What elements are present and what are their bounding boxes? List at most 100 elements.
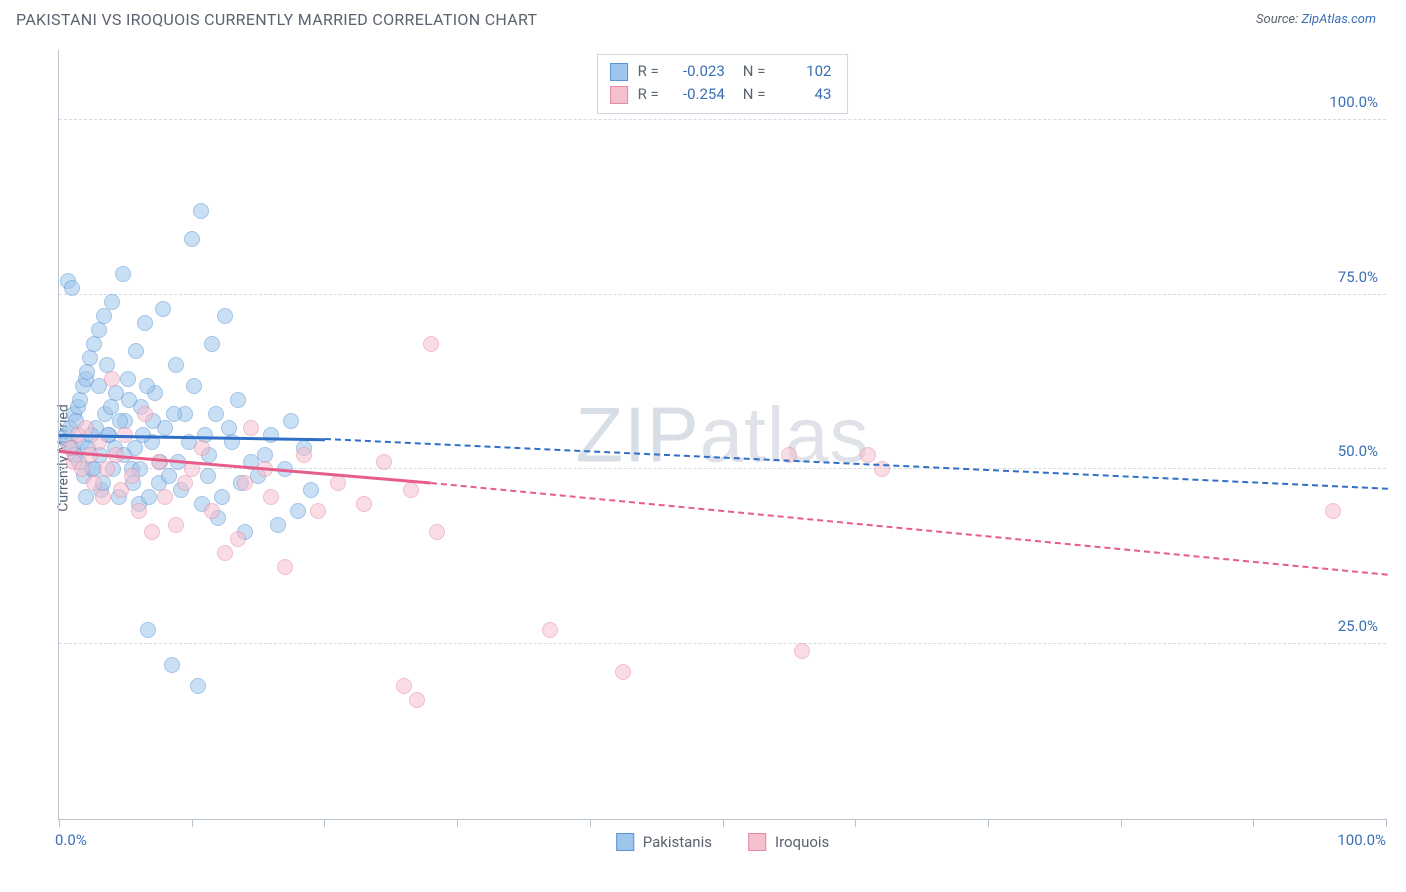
data-point xyxy=(157,489,173,505)
data-point xyxy=(237,475,253,491)
data-point xyxy=(230,531,246,547)
data-point xyxy=(72,392,88,408)
data-point xyxy=(96,308,112,324)
data-point xyxy=(200,468,216,484)
data-point xyxy=(78,420,94,436)
data-point xyxy=(103,399,119,415)
data-point xyxy=(303,482,319,498)
y-tick-label: 25.0% xyxy=(1338,617,1378,635)
data-point xyxy=(429,524,445,540)
data-point xyxy=(166,406,182,422)
data-point xyxy=(161,468,177,484)
x-tick xyxy=(855,819,856,827)
data-point xyxy=(139,378,155,394)
source-attribution: Source: ZipAtlas.com xyxy=(1256,12,1376,27)
data-point xyxy=(124,468,140,484)
data-point xyxy=(376,454,392,470)
data-point xyxy=(151,454,167,470)
data-point xyxy=(230,392,246,408)
data-point xyxy=(115,266,131,282)
data-point xyxy=(193,203,209,219)
data-point xyxy=(290,503,306,519)
watermark: ZIPatlas xyxy=(575,389,869,480)
y-tick-label: 100.0% xyxy=(1329,93,1378,111)
data-point xyxy=(64,280,80,296)
data-point xyxy=(79,364,95,380)
series-swatch xyxy=(610,63,628,81)
data-point xyxy=(120,371,136,387)
data-point xyxy=(204,336,220,352)
x-tick xyxy=(324,819,325,827)
data-point xyxy=(356,496,372,512)
x-tick xyxy=(988,819,989,827)
data-point xyxy=(128,343,144,359)
y-tick-label: 50.0% xyxy=(1338,442,1378,460)
data-point xyxy=(1325,503,1341,519)
data-point xyxy=(409,692,425,708)
data-point xyxy=(113,482,129,498)
series-swatch xyxy=(748,833,766,851)
data-point xyxy=(104,294,120,310)
data-point xyxy=(270,517,286,533)
data-point xyxy=(82,350,98,366)
data-point xyxy=(74,461,90,477)
data-point xyxy=(91,322,107,338)
data-point xyxy=(99,461,115,477)
data-point xyxy=(396,678,412,694)
plot-area: ZIPatlas R =-0.023N =102R =-0.254N =43 0… xyxy=(58,50,1386,820)
data-point xyxy=(794,643,810,659)
series-swatch xyxy=(616,833,634,851)
data-point xyxy=(214,489,230,505)
x-tick xyxy=(59,819,60,827)
trend-line-dashed xyxy=(431,482,1387,576)
data-point xyxy=(78,489,94,505)
y-tick-label: 75.0% xyxy=(1338,268,1378,286)
source-link[interactable]: ZipAtlas.com xyxy=(1301,12,1376,27)
data-point xyxy=(208,406,224,422)
data-point xyxy=(184,231,200,247)
data-point xyxy=(141,489,157,505)
correlation-stats-box: R =-0.023N =102R =-0.254N =43 xyxy=(597,54,849,114)
chart-container: Currently Married ZIPatlas R =-0.023N =1… xyxy=(16,40,1390,876)
x-tick xyxy=(457,819,458,827)
data-point xyxy=(221,420,237,436)
data-point xyxy=(144,524,160,540)
data-point xyxy=(140,622,156,638)
chart-title: PAKISTANI VS IROQUOIS CURRENTLY MARRIED … xyxy=(16,10,537,29)
x-tick xyxy=(1121,819,1122,827)
data-point xyxy=(283,413,299,429)
data-point xyxy=(194,440,210,456)
data-point xyxy=(615,664,631,680)
legend-item: Pakistanis xyxy=(616,833,712,851)
data-point xyxy=(190,678,206,694)
data-point xyxy=(204,503,220,519)
data-point xyxy=(86,336,102,352)
data-point xyxy=(186,378,202,394)
data-point xyxy=(217,545,233,561)
data-point xyxy=(104,371,120,387)
stats-row: R =-0.254N =43 xyxy=(610,83,832,106)
data-point xyxy=(296,447,312,463)
series-swatch xyxy=(610,86,628,104)
gridline xyxy=(59,119,1386,120)
x-tick xyxy=(192,819,193,827)
data-point xyxy=(330,475,346,491)
x-tick xyxy=(723,819,724,827)
legend-item: Iroquois xyxy=(748,833,829,851)
gridline xyxy=(59,294,1386,295)
data-point xyxy=(217,308,233,324)
data-point xyxy=(168,517,184,533)
data-point xyxy=(277,559,293,575)
data-point xyxy=(137,315,153,331)
data-point xyxy=(137,406,153,422)
x-tick xyxy=(590,819,591,827)
x-axis-max-label: 100.0% xyxy=(1337,831,1386,849)
x-axis-min-label: 0.0% xyxy=(55,831,87,849)
data-point xyxy=(310,503,326,519)
data-point xyxy=(131,503,147,519)
stats-row: R =-0.023N =102 xyxy=(610,60,832,83)
data-point xyxy=(243,420,259,436)
data-point xyxy=(542,622,558,638)
data-point xyxy=(164,657,180,673)
data-point xyxy=(860,447,876,463)
